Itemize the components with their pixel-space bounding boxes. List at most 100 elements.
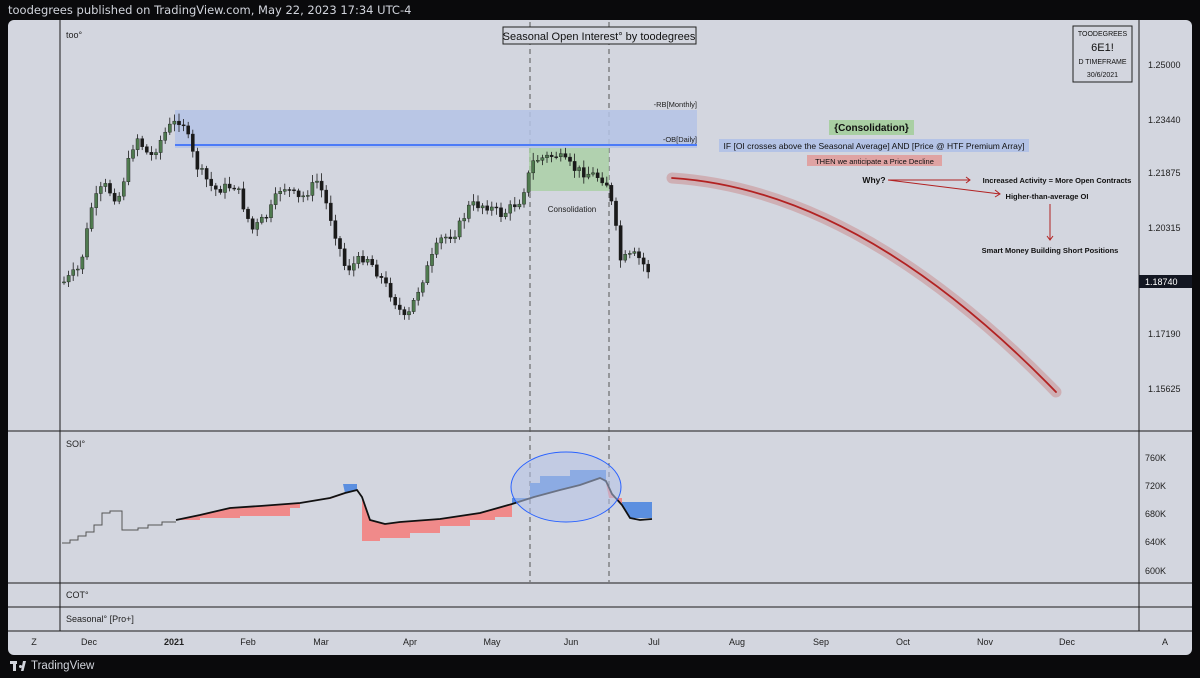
seasonal-pane-label[interactable]: Seasonal° [Pro+] (66, 614, 134, 624)
candle-body (75, 268, 80, 271)
soi-seasonal-step (62, 510, 176, 544)
soi-axis: 760K 720K 680K 640K 600K (1145, 453, 1166, 576)
time-label: Mar (313, 637, 329, 647)
publish-info-text: toodegrees published on TradingView.com,… (8, 3, 412, 17)
candle-body (425, 265, 430, 283)
projection-curve[interactable] (671, 177, 1057, 393)
candle-body (140, 138, 145, 147)
premium-zone[interactable] (175, 110, 697, 148)
candle-body (388, 282, 393, 298)
candle-body (628, 253, 632, 255)
candle-body (563, 153, 568, 158)
publish-header: toodegrees published on TradingView.com,… (0, 0, 1200, 20)
candle-body (121, 181, 126, 197)
candle-body (402, 309, 407, 316)
candle-body (503, 212, 508, 218)
candle-body (204, 168, 209, 180)
candle-body (577, 167, 581, 171)
price-axis[interactable]: 1.25000 1.23440 1.21875 1.20315 1.17190 … (1148, 60, 1181, 394)
footer-bar: TradingView (0, 655, 1200, 678)
why-label: Why? (862, 175, 885, 185)
candle-body (508, 204, 513, 214)
candle-body (480, 205, 485, 209)
time-axis[interactable]: Z Dec 2021 Feb Mar Apr May Jun Jul Aug S… (31, 637, 1168, 647)
price-tick: 1.25000 (1148, 60, 1181, 70)
time-label: Jul (648, 637, 660, 647)
candle-body (319, 180, 324, 191)
candle-body (131, 149, 135, 159)
candle-body (379, 276, 384, 278)
time-label: Feb (240, 637, 256, 647)
candle-body (232, 187, 237, 190)
candle-body (352, 263, 356, 271)
soi-pane-label[interactable]: SOI° (66, 439, 86, 449)
candle-body (347, 265, 352, 271)
candle-body (177, 120, 181, 126)
price-tick: 1.15625 (1148, 384, 1181, 394)
consolidation-zone[interactable] (529, 148, 609, 191)
candle-body (416, 291, 421, 301)
candle-body (540, 157, 545, 161)
price-tick: 1.21875 (1148, 168, 1181, 178)
candle-body (536, 160, 540, 162)
time-label: Dec (1059, 637, 1076, 647)
candle-body (223, 183, 227, 193)
candle-body (361, 256, 365, 263)
cot-pane-label[interactable]: COT° (66, 590, 89, 600)
consequence-text: THEN we anticipate a Price Decline (815, 157, 934, 166)
candle-body (549, 154, 554, 157)
candle-body (614, 200, 618, 226)
candle-body (411, 300, 416, 312)
candle-body (568, 156, 572, 162)
candle-body (494, 206, 499, 209)
reason-higher-oi: Higher-than-average OI (1006, 192, 1089, 201)
time-label: Apr (403, 637, 417, 647)
soi-highlight-ellipse (510, 451, 622, 523)
candle-body (393, 297, 398, 306)
info-author: TOODEGREES (1078, 31, 1128, 38)
candle-body (646, 263, 650, 273)
candle-body (605, 182, 609, 186)
tradingview-logo[interactable]: TradingView (10, 660, 94, 672)
symbol-label[interactable]: too° (66, 30, 83, 40)
candle-body (453, 236, 457, 239)
candle-body (444, 236, 448, 239)
price-tick: 1.17190 (1148, 329, 1181, 339)
candle-body (329, 202, 333, 221)
candle-body (632, 251, 637, 254)
time-axis-right-button[interactable]: A (1162, 637, 1168, 647)
candle-body (591, 172, 595, 175)
candle-body (80, 256, 85, 270)
candlestick-series[interactable] (62, 113, 650, 320)
candle-body (246, 208, 250, 219)
consolidation-label: Consolidation (548, 205, 596, 214)
time-axis-left-button[interactable]: Z (31, 637, 37, 647)
chart-frame[interactable]: -RB[Monthly] -OB[Daily] Consolidation Se… (8, 20, 1192, 655)
current-price: 1.18740 (1145, 277, 1178, 287)
candle-body (167, 123, 172, 133)
candle-body (278, 191, 283, 194)
price-tick: 1.23440 (1148, 115, 1181, 125)
candle-body (98, 186, 103, 194)
chart-svg[interactable]: -RB[Monthly] -OB[Daily] Consolidation Se… (8, 20, 1192, 655)
candle-body (112, 192, 117, 202)
tradingview-logo-icon (10, 661, 26, 671)
time-label: Aug (729, 637, 745, 647)
candle-body (471, 201, 476, 206)
candle-body (434, 242, 439, 255)
candle-body (310, 182, 315, 196)
indicator-title-box (502, 26, 697, 45)
candle-body (172, 120, 177, 125)
candle-body (154, 152, 158, 155)
time-label: Sep (813, 637, 829, 647)
candle-body (292, 189, 296, 192)
candle-body (108, 183, 112, 194)
candle-body (218, 189, 223, 193)
soi-below-fill (362, 497, 512, 541)
candle-body (559, 153, 563, 157)
candle-body (163, 131, 168, 141)
time-label: May (483, 637, 501, 647)
tradingview-brand: TradingView (31, 660, 95, 672)
candle-body (517, 203, 522, 208)
candle-body (600, 177, 604, 184)
